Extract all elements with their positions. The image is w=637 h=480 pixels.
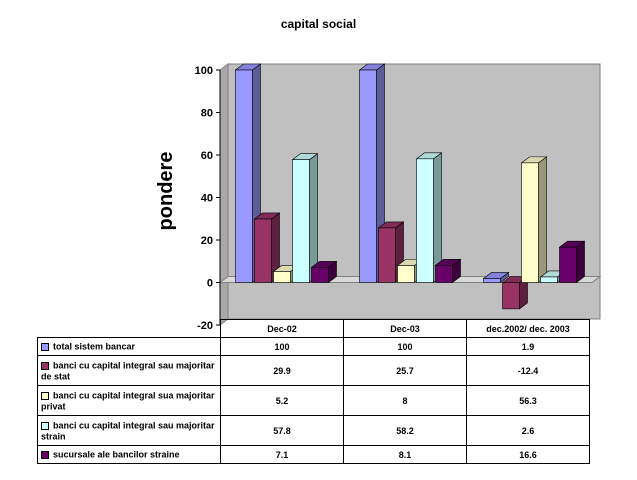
bar-front <box>359 69 377 283</box>
y-tick-label: 100 <box>195 65 213 77</box>
y-tick-label: 40 <box>201 193 213 205</box>
bar-front <box>254 218 272 283</box>
data-label: 5.2 <box>220 385 344 416</box>
bar <box>415 152 443 284</box>
legend-swatch <box>41 391 49 400</box>
column-header: Dec-02 <box>220 319 344 338</box>
bar-front <box>235 69 253 283</box>
data-label: 25.7 <box>343 355 467 386</box>
table-header-row: Dec-02 Dec-03 dec.2002/ dec. 2003 <box>38 319 590 338</box>
plot-side-wall <box>219 63 229 326</box>
bar-front <box>416 158 434 283</box>
legend-entry: banci cu capital integral sau majoritar … <box>37 355 221 386</box>
legend-label: sucursale ale bancilor straine <box>53 449 180 460</box>
bar-front <box>292 159 310 283</box>
legend-entry: sucursale ale bancilor straine <box>37 445 221 464</box>
bar-front <box>435 264 453 283</box>
data-label: 100 <box>343 337 467 356</box>
table-corner <box>38 320 221 338</box>
data-label: 58.2 <box>343 415 467 446</box>
bar <box>253 212 281 284</box>
bar <box>310 260 338 284</box>
bar-front <box>397 265 415 283</box>
data-label: 1.9 <box>466 337 590 356</box>
legend-swatch <box>41 450 49 459</box>
legend-label: banci cu capital integral sau majoritar … <box>41 420 215 442</box>
legend-label: banci cu capital integral sua majoritar … <box>41 390 215 412</box>
bar-front <box>559 246 577 283</box>
table-row: banci cu capital integral sua majoritar … <box>37 385 590 416</box>
bar <box>377 221 405 284</box>
chart-title: capital social <box>280 17 357 31</box>
data-label: 57.8 <box>220 415 344 446</box>
bar-side <box>538 156 547 284</box>
bar-front <box>311 267 329 283</box>
data-label: 7.1 <box>220 445 344 464</box>
legend-swatch <box>41 342 49 351</box>
data-label: -12.4 <box>466 355 590 386</box>
data-label: 100 <box>220 337 344 356</box>
bar <box>482 271 510 284</box>
y-tick-label: 20 <box>201 235 213 247</box>
bar-front <box>521 162 539 283</box>
data-label: 2.6 <box>466 415 590 446</box>
y-axis-label: pondere <box>155 152 177 231</box>
y-tick-label: 80 <box>201 108 213 120</box>
bar <box>291 153 319 284</box>
y-tick-label: 0 <box>207 278 213 290</box>
legend-entry: total sistem bancar <box>37 337 221 356</box>
bar <box>434 258 462 284</box>
y-tick-label: -20 <box>197 320 213 332</box>
legend-label: banci cu capital integral sau majoritar … <box>41 360 215 382</box>
data-label: 8.1 <box>343 445 467 464</box>
bar-front <box>483 278 501 283</box>
data-label: 56.3 <box>466 385 590 416</box>
bar-front <box>378 227 396 283</box>
table-row: banci cu capital integral sau majoritar … <box>37 355 590 386</box>
bar <box>558 240 586 284</box>
data-label: 16.6 <box>466 445 590 464</box>
bar-front <box>502 282 520 310</box>
bar <box>520 156 548 284</box>
legend-entry: banci cu capital integral sua majoritar … <box>37 385 221 416</box>
bar-side <box>309 153 318 284</box>
legend-label: total sistem bancar <box>53 341 136 352</box>
y-tick-label: 60 <box>201 150 213 162</box>
bar-front <box>273 271 291 283</box>
column-header: Dec-03 <box>343 319 467 338</box>
column-header: dec.2002/ dec. 2003 <box>466 319 590 338</box>
legend-swatch <box>41 361 49 370</box>
data-label: 8 <box>343 385 467 416</box>
legend-entry: banci cu capital integral sau majoritar … <box>37 415 221 446</box>
bar-front <box>540 276 558 283</box>
data-label: 29.9 <box>220 355 344 386</box>
table-row: total sistem bancar 100 100 1.9 <box>37 337 590 356</box>
bar <box>501 275 529 310</box>
table-row: sucursale ale bancilor straine 7.1 8.1 1… <box>37 445 590 464</box>
bar-side <box>576 240 585 284</box>
data-table: Dec-02 Dec-03 dec.2002/ dec. 2003 total … <box>37 319 590 464</box>
table-row: banci cu capital integral sau majoritar … <box>37 415 590 446</box>
legend-swatch <box>41 421 49 430</box>
